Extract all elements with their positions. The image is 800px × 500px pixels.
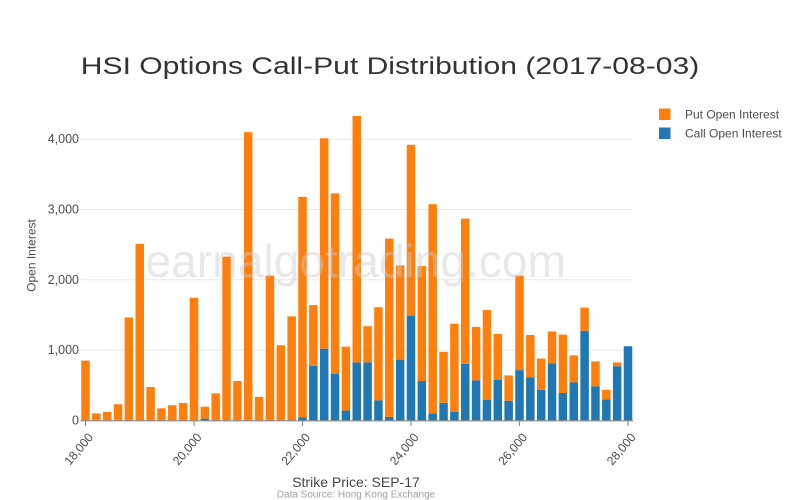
svg-text:0: 0	[72, 413, 79, 427]
svg-text:2,000: 2,000	[48, 273, 79, 287]
svg-text:Open Interest: Open Interest	[25, 218, 39, 291]
svg-text:earnalgotrading.com: earnalgotrading.com	[146, 235, 567, 287]
svg-text:Call Open Interest: Call Open Interest	[685, 127, 782, 141]
svg-text:1,000: 1,000	[48, 343, 79, 357]
svg-text:Strike Price: SEP-17: Strike Price: SEP-17	[292, 474, 420, 490]
svg-text:3,000: 3,000	[48, 203, 79, 217]
svg-text:4,000: 4,000	[48, 132, 79, 146]
svg-text:Data Source: Hong Kong Exchang: Data Source: Hong Kong Exchange	[277, 490, 436, 500]
svg-text:HSI Options Call-Put Distribut: HSI Options Call-Put Distribution (2017-…	[81, 52, 699, 80]
svg-text:Put Open Interest: Put Open Interest	[685, 108, 780, 122]
